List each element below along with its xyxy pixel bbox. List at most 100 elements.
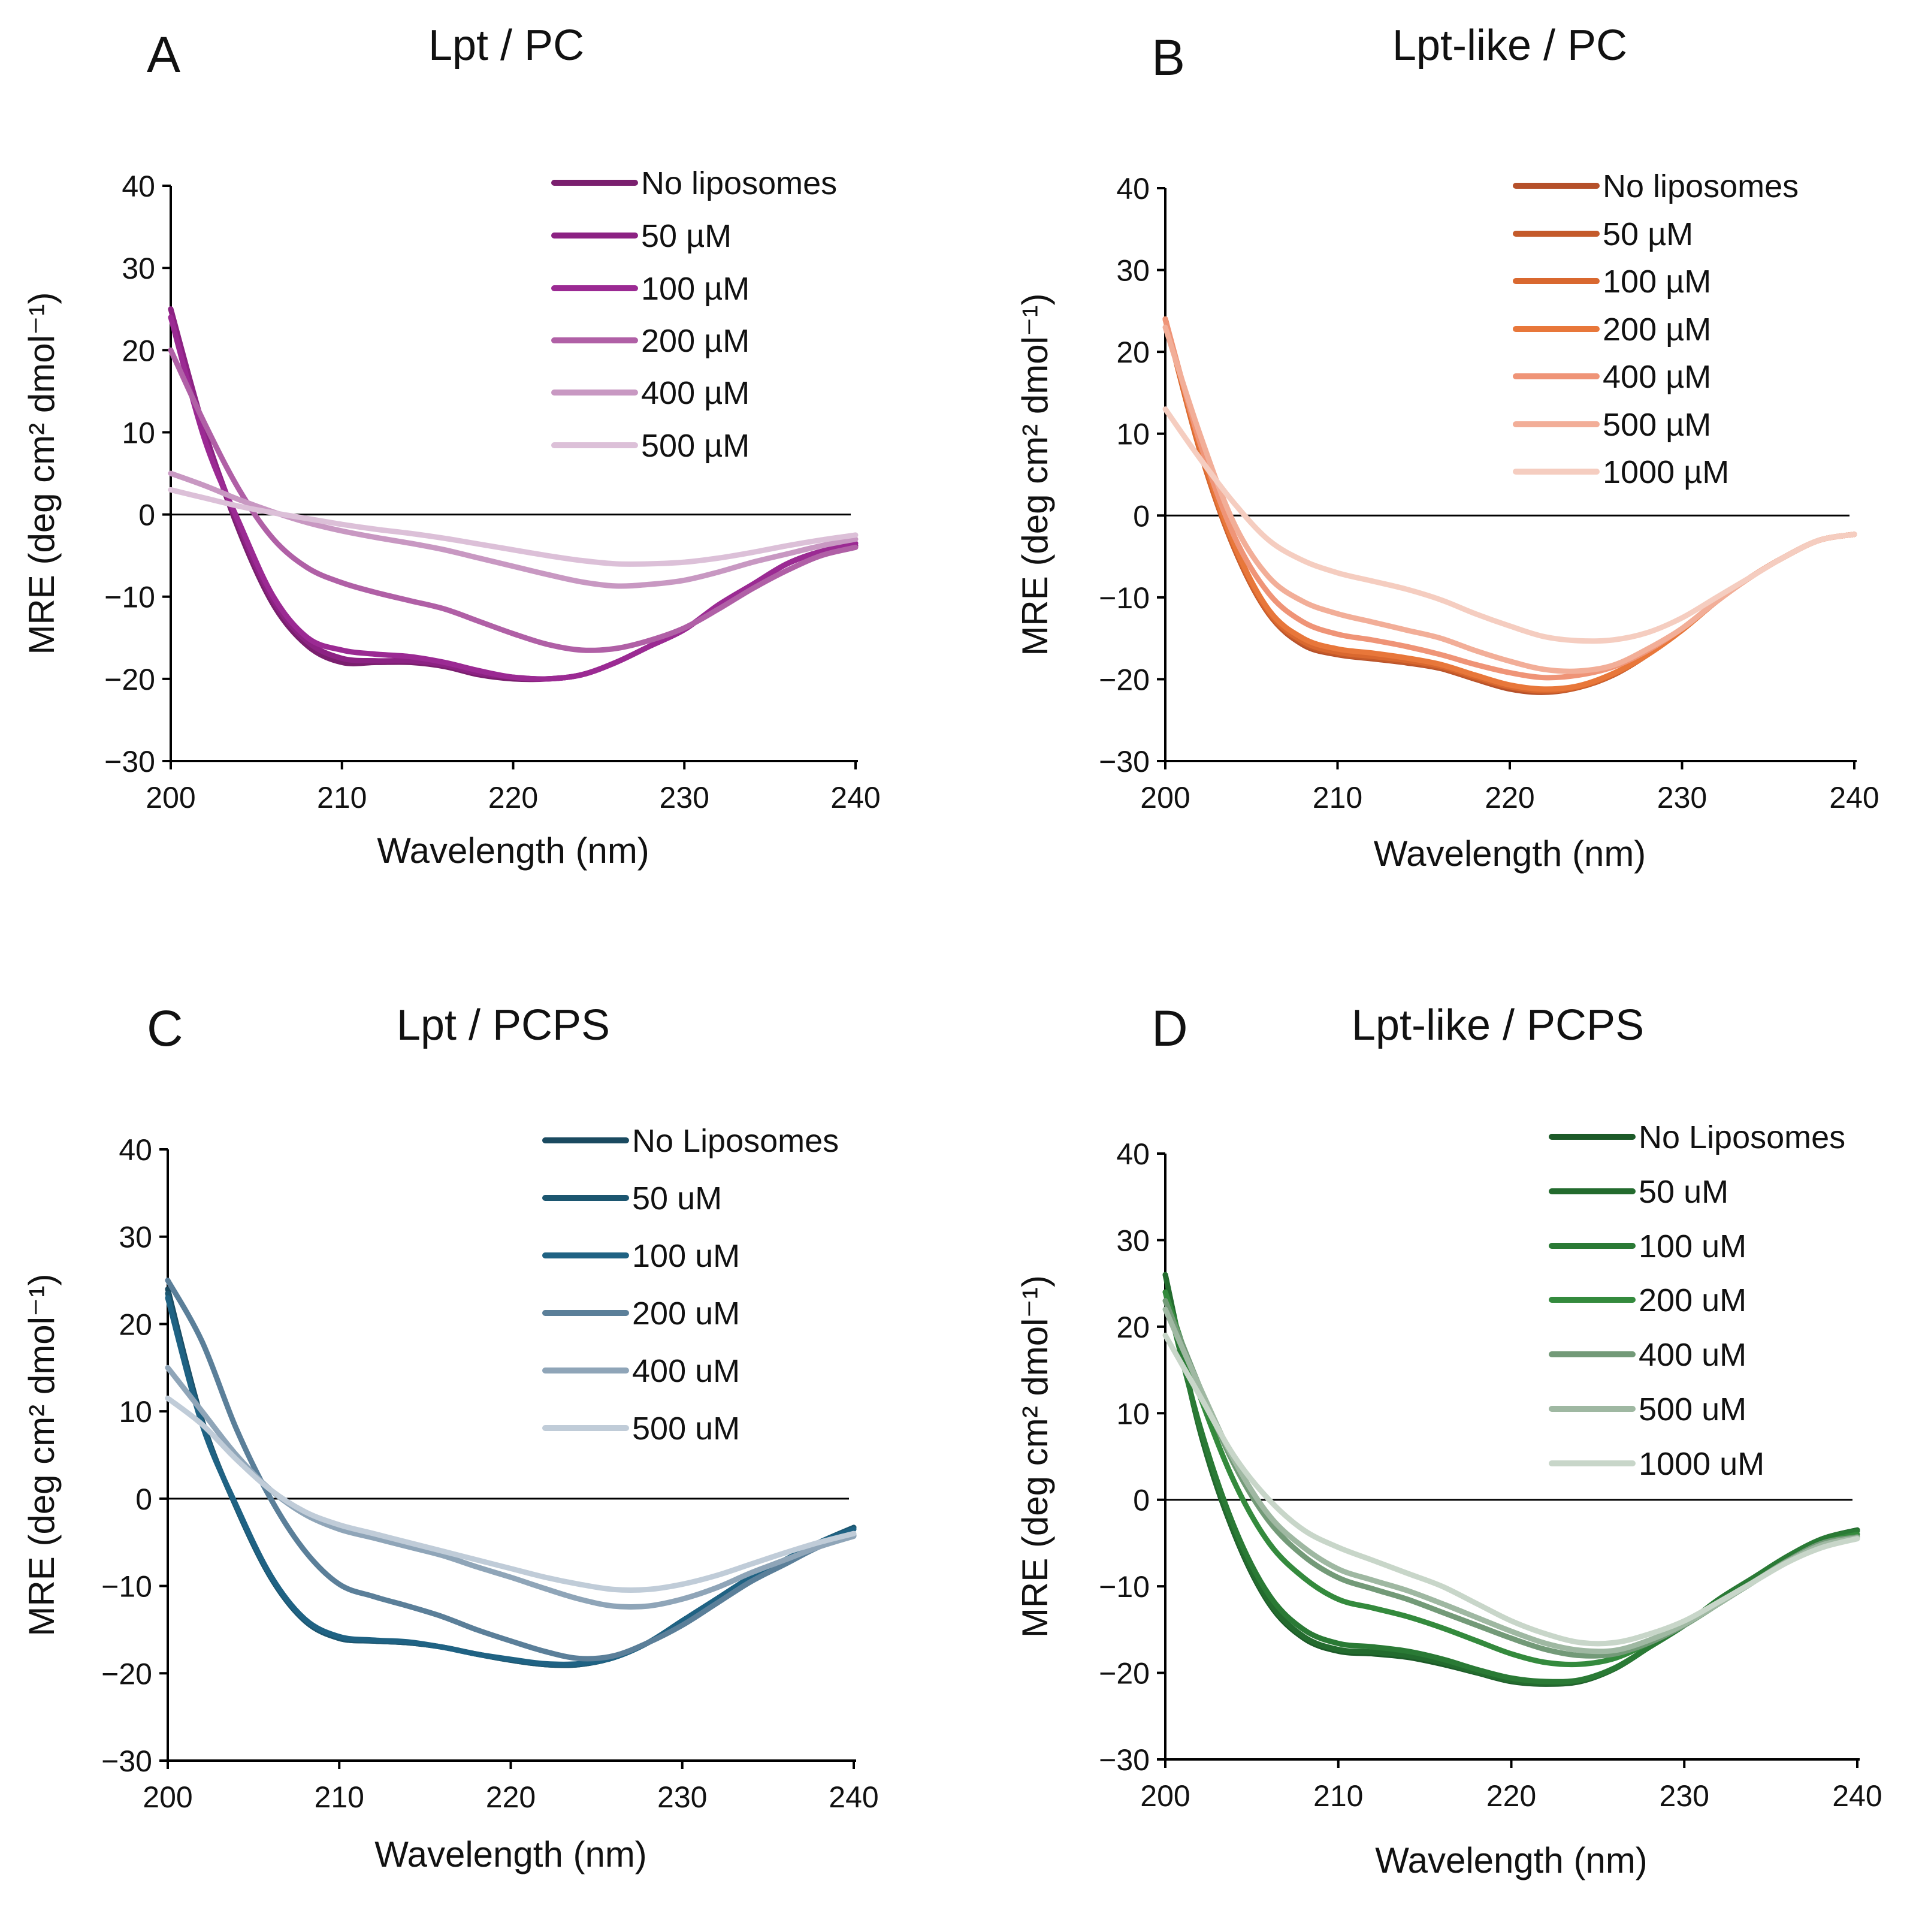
y-tick-label: 30	[122, 252, 155, 285]
y-tick-label: −20	[101, 1657, 152, 1691]
series-line-1	[165, 1290, 857, 1668]
legend-label: 100 µM	[641, 271, 750, 307]
legend-label: 500 uM	[1639, 1391, 1746, 1427]
panel-letter: C	[147, 1000, 183, 1056]
legend-label: 100 uM	[632, 1238, 740, 1274]
legend-label: 100 µM	[1603, 264, 1711, 300]
x-tick-label: 240	[1832, 1779, 1882, 1813]
x-tick-label: 220	[1485, 781, 1534, 814]
legend: No Liposomes 50 uM 100 uM 200 uM 400 uM 500 u…	[1549, 1119, 1845, 1482]
legend: No Liposomes 50 uM 100 uM 200 uM 400 uM 500 u…	[542, 1123, 839, 1447]
x-tick-label: 210	[1313, 1779, 1363, 1813]
y-tick-label: 40	[1116, 1137, 1150, 1171]
series-line-6	[1162, 1332, 1860, 1647]
series-line-2	[168, 314, 859, 682]
legend-label: No Liposomes	[632, 1123, 839, 1159]
panel-letter: A	[147, 26, 180, 83]
legend-label: 200 uM	[632, 1296, 740, 1332]
y-tick-label: −30	[104, 745, 155, 778]
y-tick-label: 20	[122, 334, 155, 367]
legend-label: No liposomes	[1603, 168, 1799, 204]
y-tick-label: 30	[1116, 254, 1150, 288]
legend: No liposomes 50 µM 100 µM 200 µM 400 µM 500 µ…	[1513, 168, 1799, 490]
y-tick-label: −10	[1099, 1570, 1150, 1604]
series-line-2	[1162, 1289, 1860, 1685]
y-tick-label: 10	[1116, 418, 1150, 451]
legend-label: 200 µM	[641, 323, 750, 359]
series-line-5	[165, 1395, 857, 1593]
legend-label: 200 uM	[1639, 1282, 1746, 1318]
x-axis-label: Wavelength (nm)	[377, 831, 649, 871]
series-line-0	[165, 1286, 857, 1668]
series-line-4	[168, 470, 859, 589]
y-tick-label: −20	[1099, 1657, 1150, 1691]
series-line-0	[168, 306, 859, 683]
y-tick-label: 40	[122, 170, 155, 203]
y-tick-label: 30	[119, 1221, 152, 1254]
x-tick-label: 230	[1660, 1779, 1709, 1813]
legend-label: 500 µM	[641, 428, 750, 464]
y-tick-label: 20	[1116, 336, 1150, 369]
x-tick-label: 220	[1486, 1779, 1536, 1813]
y-tick-label: 0	[1133, 1484, 1150, 1517]
legend-label: No Liposomes	[1639, 1119, 1845, 1155]
y-tick-label: 40	[1116, 172, 1150, 206]
x-tick-label: 210	[1313, 781, 1362, 814]
legend-label: 50 µM	[1603, 216, 1693, 252]
x-tick-label: 240	[1829, 781, 1879, 814]
chart-title: Lpt / PC	[428, 22, 584, 70]
x-axis-label: Wavelength (nm)	[1375, 1840, 1648, 1880]
legend-label: 400 uM	[1639, 1337, 1746, 1373]
legend-label: 100 uM	[1639, 1228, 1746, 1264]
y-tick-label: −20	[104, 663, 155, 696]
y-tick-label: 0	[138, 499, 155, 532]
legend-label: 400 uM	[632, 1353, 740, 1389]
x-tick-label: 230	[660, 781, 709, 814]
panel-letter: D	[1152, 1000, 1188, 1056]
x-tick-label: 230	[1657, 781, 1707, 814]
series-line-5	[168, 487, 859, 567]
y-tick-label: 40	[119, 1133, 152, 1167]
y-tick-label: −10	[104, 581, 155, 614]
y-tick-label: −10	[1099, 581, 1150, 615]
series-line-5	[1162, 324, 1857, 674]
x-axis-label: Wavelength (nm)	[374, 1834, 647, 1874]
y-tick-label: −10	[101, 1570, 152, 1604]
y-tick-label: −30	[101, 1744, 152, 1778]
x-tick-label: 210	[315, 1780, 364, 1814]
x-tick-label: 200	[146, 781, 195, 814]
y-tick-label: 10	[119, 1395, 152, 1429]
y-axis-label: MRE (deg cm² dmol⁻¹)	[22, 1273, 62, 1636]
y-tick-label: 20	[119, 1308, 152, 1341]
series-line-1	[168, 306, 859, 682]
legend-label: 500 uM	[632, 1411, 740, 1447]
chart-title: Lpt-like / PC	[1392, 22, 1627, 70]
y-tick-label: 10	[122, 416, 155, 449]
x-tick-label: 240	[829, 1780, 878, 1814]
x-tick-label: 230	[657, 1780, 707, 1814]
chart-title: Lpt / PCPS	[397, 1001, 610, 1049]
series-line-3	[1162, 316, 1857, 692]
x-tick-label: 200	[1140, 781, 1190, 814]
legend-label: 1000 µM	[1603, 454, 1729, 490]
legend-label: 400 µM	[1603, 359, 1711, 395]
y-tick-label: −30	[1099, 1743, 1150, 1777]
legend-label: 50 uM	[632, 1181, 722, 1216]
x-tick-label: 240	[830, 781, 880, 814]
y-tick-label: 30	[1116, 1224, 1150, 1257]
legend-label: 400 µM	[641, 375, 750, 411]
x-tick-label: 220	[488, 781, 538, 814]
y-tick-label: −20	[1099, 663, 1150, 696]
legend-label: No liposomes	[641, 165, 837, 201]
series-line-3	[165, 1278, 857, 1662]
series-line-3	[168, 347, 859, 653]
legend-label: 50 uM	[1639, 1174, 1728, 1210]
x-tick-label: 210	[317, 781, 367, 814]
legend-label: 200 µM	[1603, 312, 1711, 348]
x-axis-label: Wavelength (nm)	[1374, 834, 1646, 874]
y-tick-label: 20	[1116, 1311, 1150, 1344]
